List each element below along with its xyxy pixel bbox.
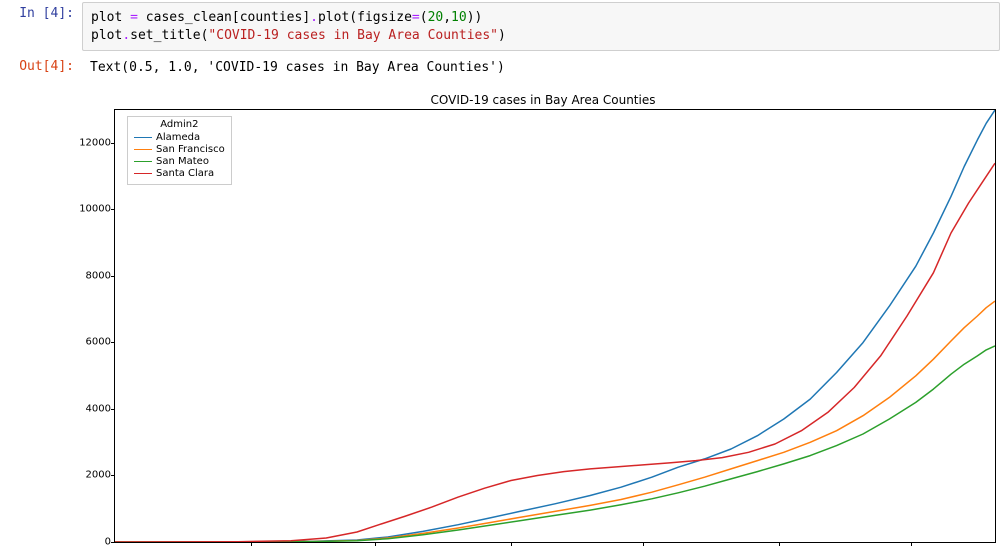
ytick-label: 12000 bbox=[75, 137, 111, 148]
legend-label: Santa Clara bbox=[156, 168, 214, 180]
ytick-label: 0 bbox=[75, 536, 111, 547]
xtick-mark bbox=[643, 542, 644, 546]
out-prompt: Out[4]: bbox=[6, 55, 82, 76]
ytick-mark bbox=[111, 475, 115, 476]
legend: Admin2 AlamedaSan FranciscoSan MateoSant… bbox=[127, 116, 232, 185]
legend-swatch bbox=[134, 149, 152, 150]
ytick-mark bbox=[111, 342, 115, 343]
code-token: . bbox=[122, 28, 130, 43]
xtick-mark bbox=[911, 542, 912, 546]
ytick-mark bbox=[111, 409, 115, 410]
ytick-label: 8000 bbox=[75, 270, 111, 281]
ytick-label: 6000 bbox=[75, 337, 111, 348]
code-token: 20 bbox=[428, 10, 444, 25]
series-line bbox=[115, 110, 995, 542]
chart-title: COVID-19 cases in Bay Area Counties bbox=[82, 93, 1004, 107]
figure: COVID-19 cases in Bay Area Counties Admi… bbox=[82, 93, 1004, 543]
code-token: plot bbox=[91, 10, 130, 25]
code-token: "COVID-19 cases in Bay Area Counties" bbox=[208, 28, 498, 43]
code-token: = bbox=[130, 10, 138, 25]
output-cell: Out[4]: Text(0.5, 1.0, 'COVID-19 cases i… bbox=[0, 53, 1006, 83]
code-token: cases_clean[counties] bbox=[138, 10, 310, 25]
code-token: plot bbox=[91, 28, 122, 43]
legend-title: Admin2 bbox=[134, 119, 225, 130]
figure-output: COVID-19 cases in Bay Area Counties Admi… bbox=[82, 85, 1004, 543]
ytick-mark bbox=[111, 542, 115, 543]
xtick-mark bbox=[511, 542, 512, 546]
code-token: plot(figsize bbox=[318, 10, 412, 25]
series-line bbox=[115, 301, 995, 542]
xtick-mark bbox=[251, 542, 252, 546]
code-token: , bbox=[443, 10, 451, 25]
ytick-label: 4000 bbox=[75, 403, 111, 414]
ytick-mark bbox=[111, 276, 115, 277]
legend-item: Alameda bbox=[134, 132, 225, 144]
code-token: . bbox=[310, 10, 318, 25]
series-line bbox=[115, 346, 995, 542]
line-chart-svg bbox=[115, 110, 995, 542]
legend-label: San Mateo bbox=[156, 156, 209, 168]
code-token: 10 bbox=[451, 10, 467, 25]
legend-label: San Francisco bbox=[156, 144, 225, 156]
xtick-mark bbox=[375, 542, 376, 546]
xtick-mark bbox=[779, 542, 780, 546]
code-token: )) bbox=[467, 10, 483, 25]
ytick-label: 2000 bbox=[75, 470, 111, 481]
legend-item: Santa Clara bbox=[134, 168, 225, 180]
display-cell: COVID-19 cases in Bay Area Counties Admi… bbox=[0, 83, 1006, 545]
legend-swatch bbox=[134, 173, 152, 174]
code-token: = bbox=[412, 10, 420, 25]
code-input[interactable]: plot = cases_clean[counties].plot(figsiz… bbox=[82, 2, 1000, 51]
code-token: set_title( bbox=[130, 28, 208, 43]
series-line bbox=[115, 163, 995, 542]
ytick-mark bbox=[111, 209, 115, 210]
code-token: ) bbox=[498, 28, 506, 43]
ytick-mark bbox=[111, 143, 115, 144]
code-token: ( bbox=[420, 10, 428, 25]
legend-swatch bbox=[134, 137, 152, 138]
axes: Admin2 AlamedaSan FranciscoSan MateoSant… bbox=[114, 109, 996, 543]
execute-result-text: Text(0.5, 1.0, 'COVID-19 cases in Bay Ar… bbox=[82, 55, 1000, 81]
input-cell: In [4]: plot = cases_clean[counties].plo… bbox=[0, 0, 1006, 53]
ytick-label: 10000 bbox=[75, 204, 111, 215]
legend-item: San Mateo bbox=[134, 156, 225, 168]
legend-swatch bbox=[134, 161, 152, 162]
legend-label: Alameda bbox=[156, 132, 200, 144]
empty-prompt bbox=[6, 85, 82, 89]
legend-item: San Francisco bbox=[134, 144, 225, 156]
in-prompt: In [4]: bbox=[6, 2, 82, 23]
